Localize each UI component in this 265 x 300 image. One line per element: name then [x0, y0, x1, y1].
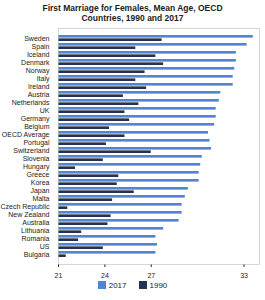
svg-text:Australia: Australia — [22, 219, 49, 226]
svg-text:33: 33 — [240, 272, 248, 279]
svg-text:Austria: Austria — [28, 91, 50, 98]
svg-text:21: 21 — [55, 272, 63, 279]
html-text:1990: 1990 — [149, 281, 168, 290]
svg-text:Korea: Korea — [31, 179, 50, 186]
svg-text:OECD Average: OECD Average — [2, 131, 50, 139]
svg-text:Ireland: Ireland — [28, 83, 50, 90]
svg-text:Belgium: Belgium — [24, 123, 49, 131]
svg-text:Greece: Greece — [27, 171, 50, 178]
svg-text:Spain: Spain — [32, 43, 50, 51]
svg-text:New Zealand: New Zealand — [8, 211, 49, 218]
svg-text:Hungary: Hungary — [23, 163, 50, 171]
svg-text:27: 27 — [147, 272, 155, 279]
svg-text:Japan: Japan — [30, 187, 49, 195]
svg-text:Germany: Germany — [21, 115, 50, 123]
html-text:2017: 2017 — [108, 281, 127, 290]
svg-text:Slovenia: Slovenia — [23, 155, 50, 162]
svg-text:Malta: Malta — [32, 195, 49, 202]
svg-text:Romania: Romania — [21, 235, 49, 242]
svg-text:Netherlands: Netherlands — [12, 99, 50, 106]
svg-text:24: 24 — [101, 272, 109, 279]
svg-text:Denmark: Denmark — [21, 59, 50, 66]
svg-text:Norway: Norway — [26, 67, 50, 75]
svg-text:Czech Republic: Czech Republic — [0, 203, 50, 211]
svg-text:Sweden: Sweden — [24, 35, 49, 42]
svg-text:Iceland: Iceland — [27, 51, 50, 58]
svg-text:Portugal: Portugal — [23, 139, 50, 147]
svg-text:Italy: Italy — [37, 75, 50, 83]
svg-text:Bulgaria: Bulgaria — [24, 251, 50, 259]
svg-text:UK: UK — [40, 107, 50, 114]
svg-text:Switzerland: Switzerland — [13, 147, 49, 154]
svg-text:US: US — [40, 243, 50, 250]
html-text:First Marriage for Females, Me: First Marriage for Females, Mean Age, OE… — [42, 3, 223, 23]
svg-text:Lithuania: Lithuania — [21, 227, 50, 234]
